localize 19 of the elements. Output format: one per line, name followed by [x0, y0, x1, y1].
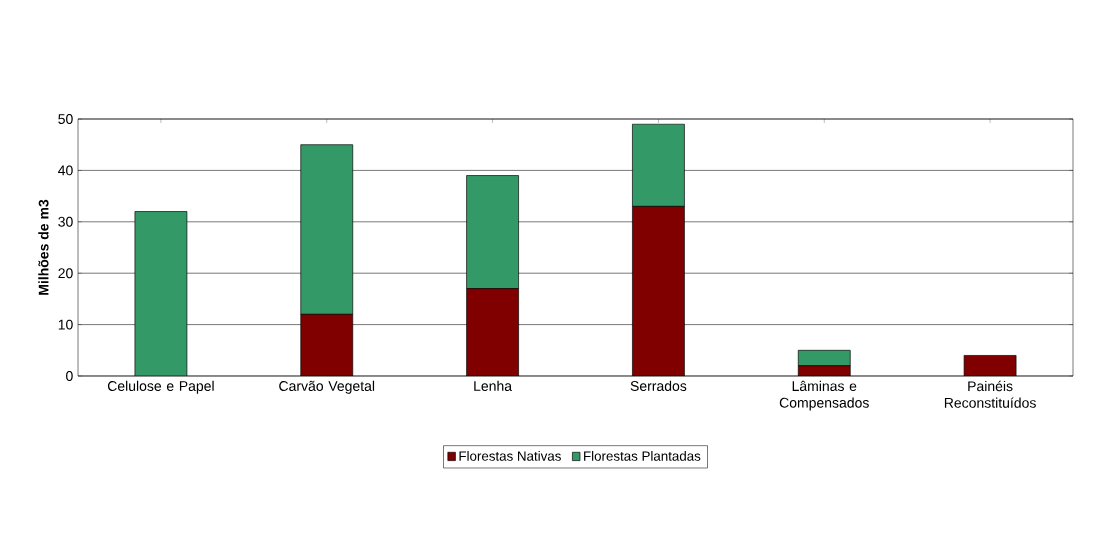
legend-label: Florestas Plantadas [584, 450, 701, 461]
y-tick-label: 10 [58, 319, 73, 330]
bar [466, 288, 519, 376]
y-axis-title: Milhões de m3 [38, 199, 49, 295]
bar [797, 349, 851, 367]
y-tick-label: 50 [58, 114, 73, 124]
bar [300, 313, 354, 376]
x-tick-label: Carvão Vegetal [279, 380, 375, 394]
y-tick-label: 20 [58, 268, 73, 279]
x-tick-label: Celulose e Papel [107, 380, 214, 394]
legend-label: Florestas Nativas [459, 450, 561, 461]
x-tick-label: Lâminas e Compensados [779, 380, 869, 411]
x-tick-label: Serrados [630, 380, 687, 391]
bar [632, 206, 685, 376]
y-tick-label: 0 [66, 371, 73, 381]
x-tick-label: Lenha [474, 380, 513, 391]
x-tick-label: Painéis Reconstituídos [944, 380, 1036, 408]
y-tick-label: 40 [58, 165, 73, 176]
y-tick-label: 30 [58, 216, 73, 227]
